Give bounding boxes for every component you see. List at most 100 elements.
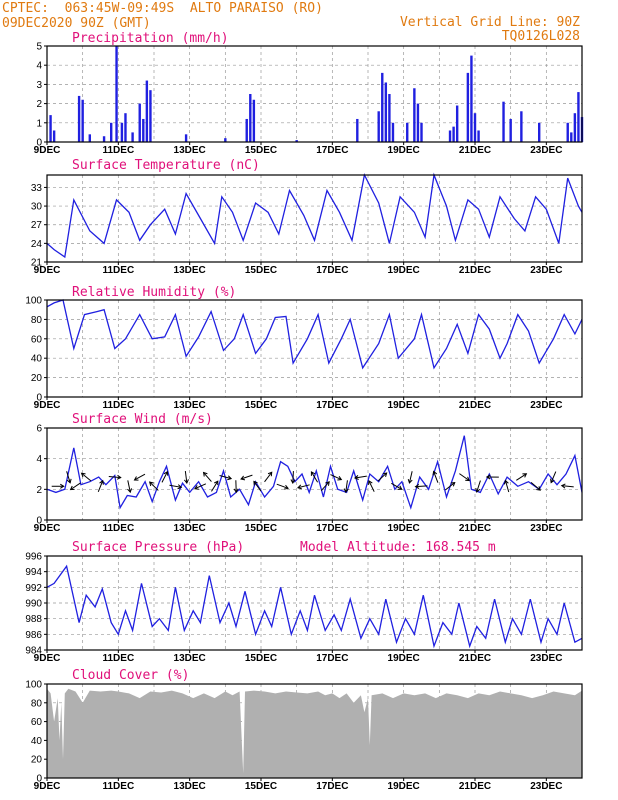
wind-arrow <box>276 483 289 489</box>
wind-arrow-head <box>310 471 316 476</box>
header-line2-left: 09DEC2020 90Z (GMT) <box>2 16 151 31</box>
y-tick-label: 20 <box>31 373 43 384</box>
x-tick-label: 23DEC <box>530 400 562 411</box>
precip-bar <box>131 132 134 142</box>
x-tick-label: 15DEC <box>245 781 277 792</box>
wind-arrow <box>516 473 527 481</box>
panel-annotation: Model Altitude: 168.545 m <box>300 540 496 555</box>
x-tick-label: 11DEC <box>102 523 134 534</box>
precip-bar <box>245 118 248 142</box>
x-tick-label: 19DEC <box>388 400 420 411</box>
wind-arrow-head <box>99 479 104 485</box>
wind-arrow-head <box>267 471 273 477</box>
y-tick-label: 100 <box>25 296 42 307</box>
x-tick-label: 13DEC <box>174 781 206 792</box>
wind-arrow <box>444 482 456 491</box>
wind-arrow <box>66 471 71 483</box>
wind-arrow-head <box>353 475 359 480</box>
precip-bar <box>538 122 541 142</box>
wind-arrow-head <box>325 481 330 486</box>
y-tick-label: 33 <box>31 183 43 194</box>
x-tick-label: 9DEC <box>34 653 61 664</box>
x-tick-label: 19DEC <box>388 523 420 534</box>
precip-bar <box>391 122 395 142</box>
wind-arrow-head <box>414 483 420 489</box>
panel-0: 0 1 2 3 4 5 9DEC 11DEC 13DEC 15DEC 17DEC 19DEC 21DEC… <box>34 31 584 156</box>
x-tick-label: 21DEC <box>459 145 491 156</box>
wind-arrow <box>504 480 510 493</box>
y-tick-label: 0 <box>36 774 42 785</box>
wind-arrow-head <box>503 479 509 485</box>
wind-arrow <box>264 471 273 483</box>
wind-arrow-head <box>202 471 208 477</box>
x-tick-label: 15DEC <box>245 653 277 664</box>
x-tick-label: 13DEC <box>174 145 206 156</box>
wind-arrow <box>476 480 481 493</box>
x-tick-label: 23DEC <box>530 145 562 156</box>
header-line1-left: CPTEC: 063:45W-09:49S ALTO PARAISO (RO) <box>2 1 323 16</box>
wind-arrow-head <box>465 476 471 482</box>
precip-bar <box>102 136 106 142</box>
series-line <box>46 435 583 510</box>
y-tick-label: 1 <box>36 118 42 129</box>
y-tick-label: 984 <box>25 646 42 657</box>
y-tick-label: 60 <box>31 334 43 345</box>
wind-arrow <box>253 481 262 492</box>
x-tick-label: 9DEC <box>34 145 61 156</box>
precip-bar <box>145 80 149 142</box>
x-tick-label: 15DEC <box>245 265 277 276</box>
panel-5: 0 20 40 60 80 100 9DEC 11DEC 13DEC 15DEC 17DEC 19DE… <box>25 668 583 792</box>
wind-arrow-head <box>284 484 289 490</box>
precip-bar <box>466 72 470 142</box>
y-tick-label: 5 <box>36 42 42 53</box>
precip-bar <box>452 126 455 142</box>
x-tick-label: 23DEC <box>530 653 562 664</box>
y-tick-label: 30 <box>31 202 43 213</box>
panel-title: Surface Pressure (hPa) <box>72 540 244 555</box>
precip-bar <box>420 122 423 142</box>
wind-arrow <box>81 472 92 482</box>
wind-arrow <box>161 471 168 483</box>
panel-2: 0 20 40 60 80 100 9DEC 11DEC 13DEC 15DEC 17DEC 19DE… <box>25 285 583 411</box>
panel-title: Surface Wind (m/s) <box>72 412 213 427</box>
x-tick-label: 23DEC <box>530 781 562 792</box>
y-tick-label: 2 <box>36 99 42 110</box>
header-line1-right: Vertical Grid Line: 90Z <box>399 15 580 30</box>
y-tick-label: 992 <box>25 583 42 594</box>
panel-title: Relative Humidity (%) <box>72 285 236 300</box>
y-tick-label: 988 <box>25 614 42 625</box>
wind-arrow <box>408 471 413 484</box>
precip-bar <box>149 90 152 142</box>
precip-bar <box>455 105 459 142</box>
x-tick-label: 17DEC <box>316 265 348 276</box>
y-tick-label: 4 <box>36 61 42 72</box>
precip-bar <box>566 122 569 142</box>
x-tick-label: 21DEC <box>459 265 491 276</box>
panel-frame <box>46 45 583 143</box>
precip-bar <box>406 122 409 142</box>
y-tick-label: 3 <box>36 80 42 91</box>
precip-bar <box>520 111 523 142</box>
precip-bar <box>509 118 512 142</box>
x-tick-label: 11DEC <box>102 653 134 664</box>
x-tick-label: 9DEC <box>34 265 61 276</box>
y-tick-label: 24 <box>31 239 43 250</box>
wind-arrow <box>550 471 557 483</box>
x-tick-label: 17DEC <box>316 400 348 411</box>
precip-bar <box>377 111 380 142</box>
y-tick-label: 6 <box>36 424 42 435</box>
precip-bar <box>77 95 81 142</box>
precip-bar <box>573 113 577 142</box>
wind-arrow <box>297 484 310 489</box>
series-line <box>46 172 583 259</box>
x-tick-label: 13DEC <box>174 523 206 534</box>
panel-frame <box>46 299 583 398</box>
wind-arrow <box>211 480 219 492</box>
x-tick-label: 19DEC <box>388 653 420 664</box>
precip-bar <box>470 55 473 142</box>
y-tick-label: 2 <box>36 485 42 496</box>
x-tick-label: 19DEC <box>388 145 420 156</box>
x-tick-label: 21DEC <box>459 400 491 411</box>
y-tick-label: 80 <box>31 698 43 709</box>
